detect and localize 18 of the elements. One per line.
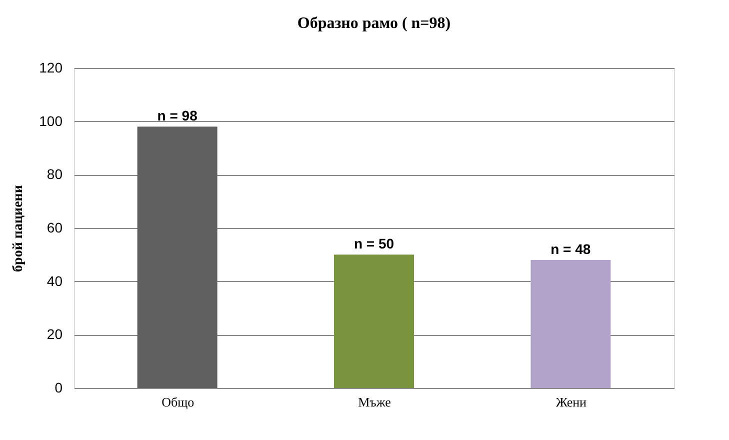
y-axis-title: брой пациени [11,185,26,272]
bar [137,126,218,388]
data-label: n = 98 [157,108,198,124]
y-tick-label: 40 [46,272,63,289]
x-tick-label: Жени [556,394,587,410]
y-tick-label: 60 [46,220,63,236]
y-tick-label: 120 [39,60,63,76]
bar [334,254,414,388]
y-tick-label: 20 [46,326,63,342]
y-tick-label: 100 [39,112,63,129]
x-tick-label: Мъже [358,394,392,410]
y-tick-label: 80 [46,166,63,182]
y-tick-label: 0 [54,380,63,396]
data-label: n = 50 [354,236,394,252]
chart-title: Образно рамо ( n=98) [297,15,451,32]
x-tick-label: Общо [162,394,194,410]
bar [530,260,611,388]
data-label: n = 48 [550,241,591,257]
